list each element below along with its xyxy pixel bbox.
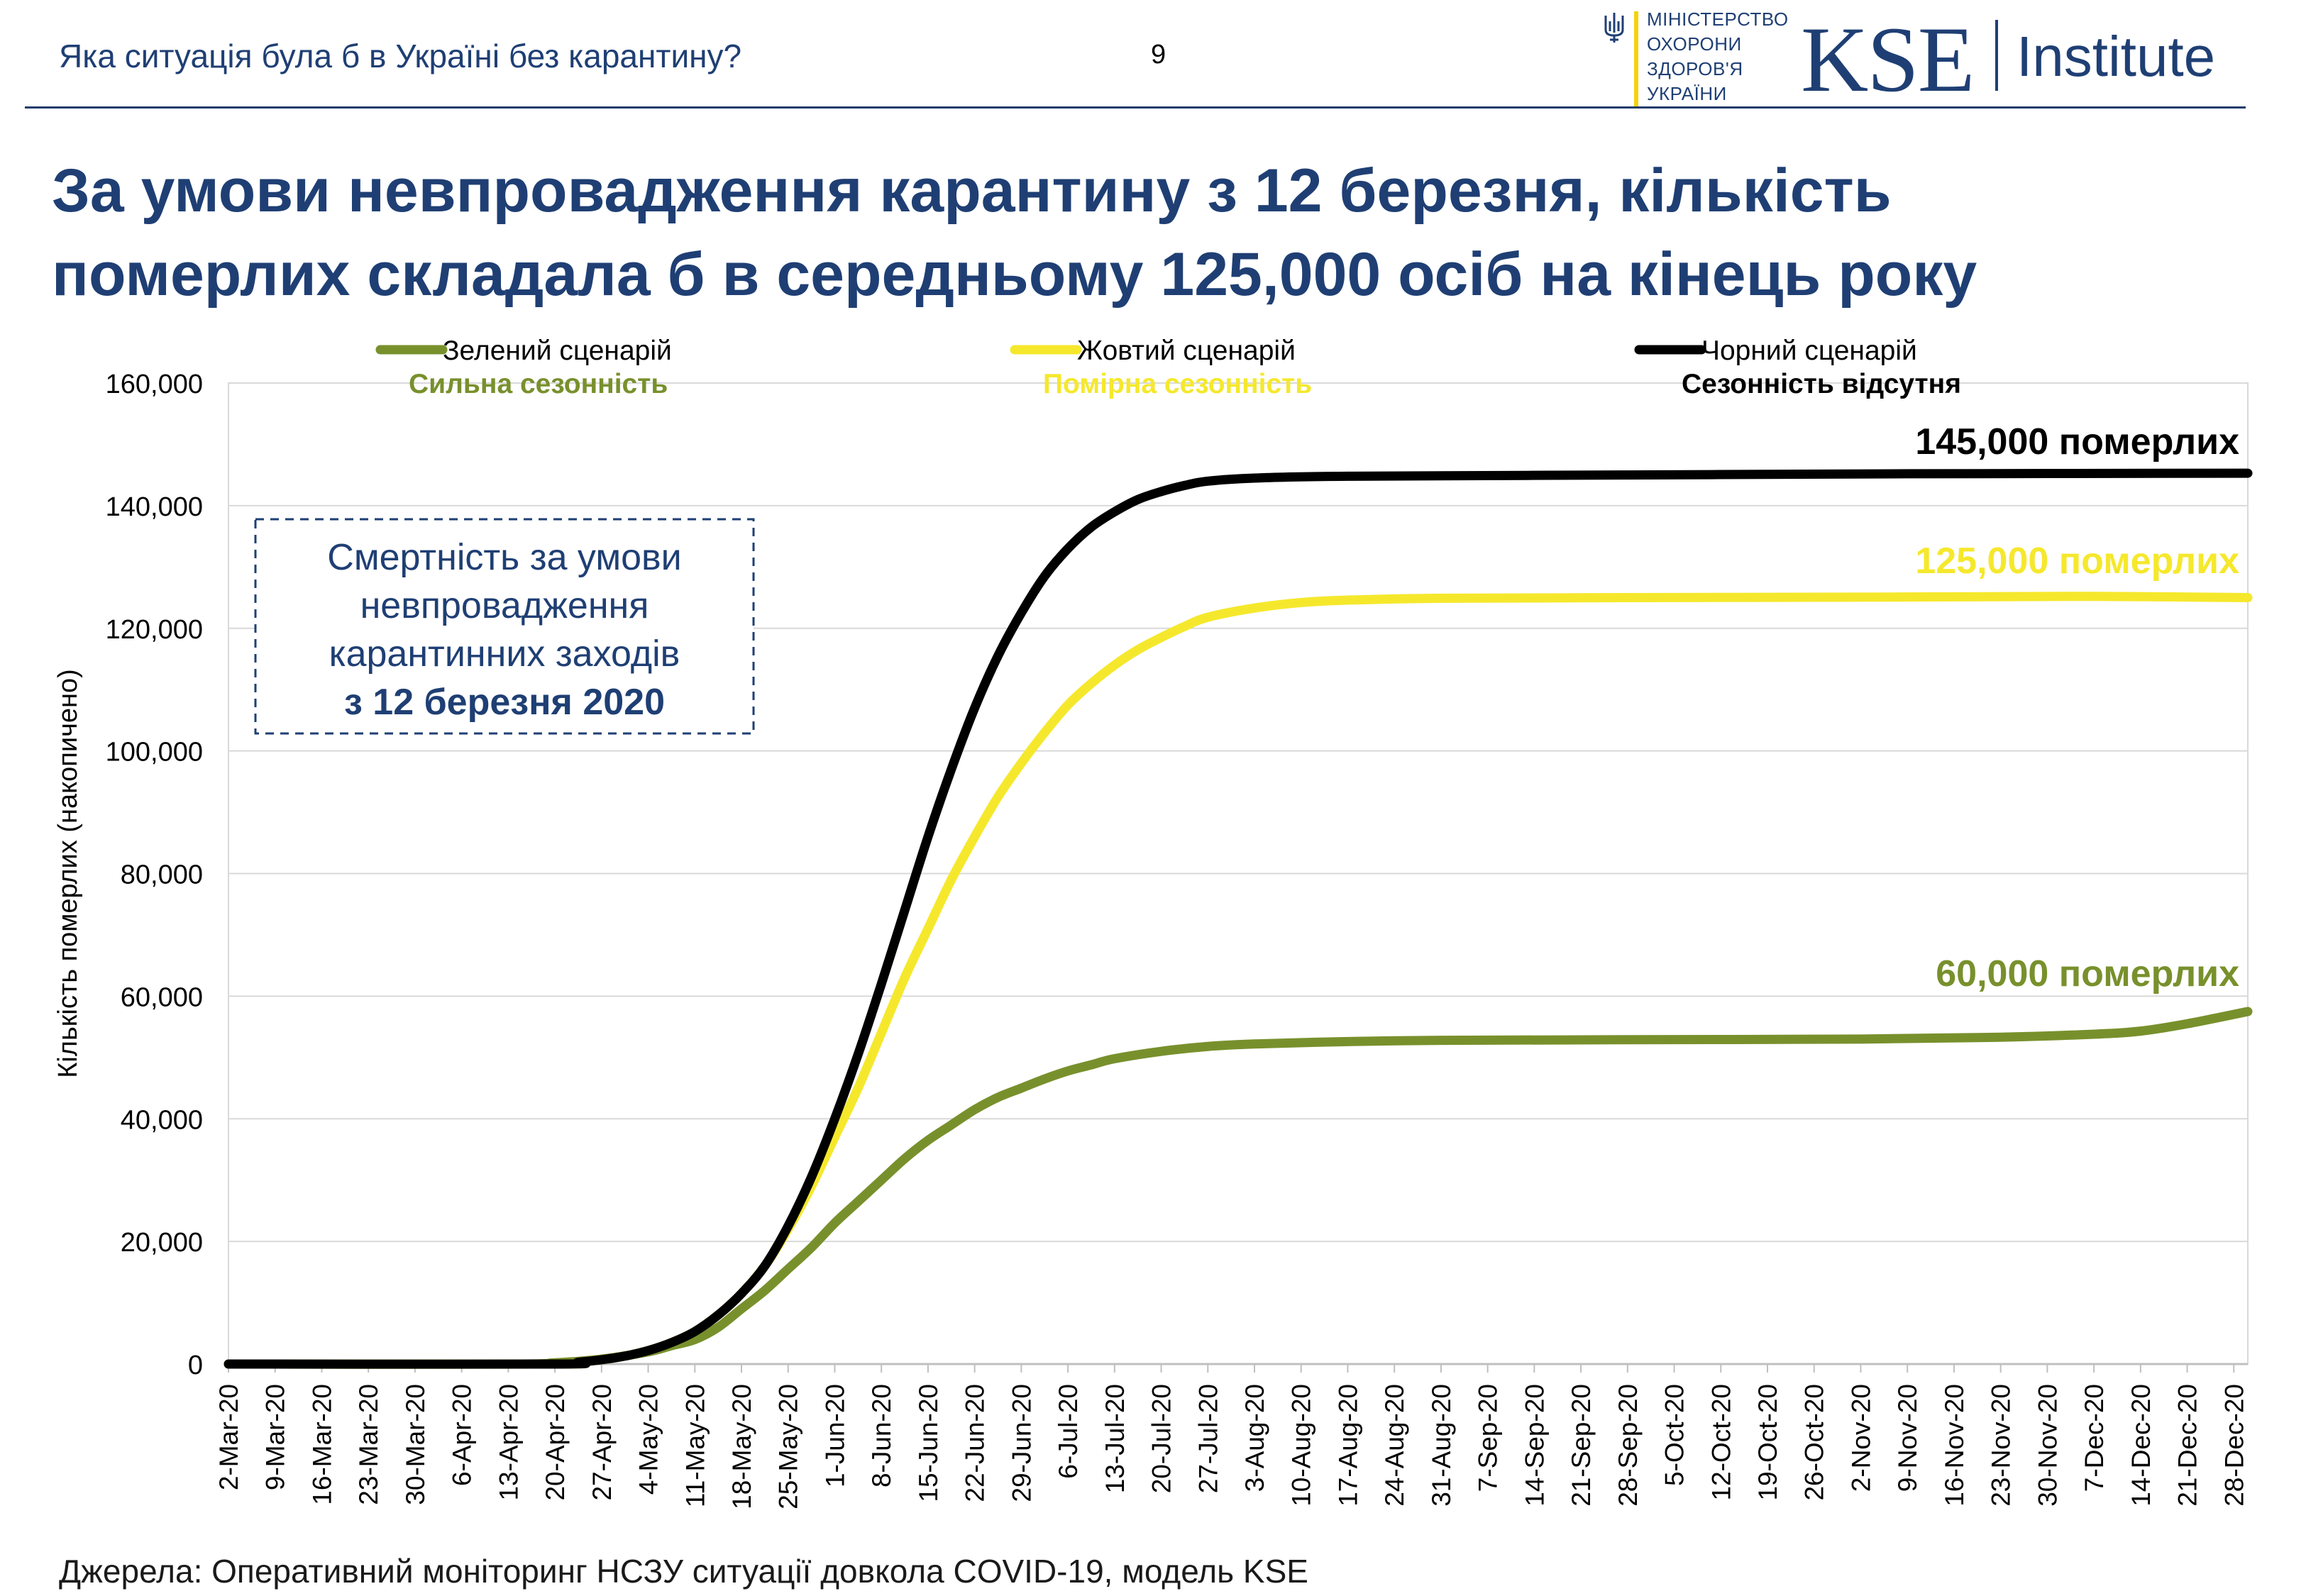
series-end-label: 60,000 померлих bbox=[1936, 953, 2239, 994]
x-tick-label: 28-Dec-20 bbox=[2219, 1384, 2249, 1507]
series-end-label: 145,000 померлих bbox=[1915, 421, 2239, 462]
series-line-1 bbox=[224, 1007, 2253, 1369]
y-tick-label: 60,000 bbox=[121, 982, 203, 1012]
slide-subtitle: Яка ситуація була б в Україні без карант… bbox=[59, 38, 742, 74]
x-tick-label: 22-Jun-20 bbox=[961, 1384, 990, 1502]
x-tick-label: 4-May-20 bbox=[634, 1384, 663, 1495]
x-tick-label: 30-Mar-20 bbox=[401, 1384, 430, 1505]
y-tick-label: 100,000 bbox=[106, 738, 203, 767]
ministry-line: МІНІСТЕРСТВО bbox=[1647, 9, 1789, 30]
kse-logo: KSE bbox=[1801, 7, 1975, 111]
x-tick-label: 2-Mar-20 bbox=[214, 1384, 243, 1490]
series-end-label: 125,000 померлих bbox=[1915, 541, 2239, 582]
legend-label: Зелений сценарій bbox=[443, 336, 672, 366]
x-tick-label: 28-Sep-20 bbox=[1613, 1384, 1643, 1507]
x-tick-label: 25-May-20 bbox=[774, 1384, 803, 1509]
x-tick-label: 9-Nov-20 bbox=[1893, 1384, 1922, 1492]
ministry-name: МІНІСТЕРСТВО ОХОРОНИ ЗДОРОВ'Я УКРАЇНИ bbox=[1647, 7, 1789, 106]
header-divider bbox=[25, 106, 2246, 109]
x-tick-label: 6-Apr-20 bbox=[448, 1384, 477, 1486]
x-tick-label: 13-Jul-20 bbox=[1100, 1384, 1130, 1493]
x-tick-label: 13-Apr-20 bbox=[494, 1384, 523, 1501]
series-line-3 bbox=[224, 468, 2253, 1369]
y-axis-title: Кількість померлих (накопичено) bbox=[53, 669, 83, 1078]
x-tick-label: 27-Apr-20 bbox=[587, 1384, 617, 1501]
ministry-line: УКРАЇНИ bbox=[1647, 83, 1727, 104]
y-tick-label: 40,000 bbox=[121, 1105, 203, 1135]
legend-label: Жовтий сценарій bbox=[1077, 336, 1296, 366]
annotation-line: невпровадження bbox=[360, 585, 649, 626]
title-line: За умови невпровадження карантину з 12 б… bbox=[52, 157, 1892, 225]
y-tick-label: 160,000 bbox=[106, 370, 203, 399]
x-tick-label: 1-Jun-20 bbox=[820, 1384, 849, 1487]
x-tick-label: 19-Oct-20 bbox=[1753, 1384, 1782, 1501]
annotation-line: з 12 березня 2020 bbox=[344, 682, 665, 723]
legend-subtitle: Сезонність відсутня bbox=[1682, 369, 1961, 399]
y-tick-label: 120,000 bbox=[106, 615, 203, 645]
x-tick-label: 8-Jun-20 bbox=[867, 1384, 896, 1487]
x-tick-label: 23-Nov-20 bbox=[1987, 1384, 2016, 1507]
x-tick-label: 14-Sep-20 bbox=[1520, 1384, 1549, 1507]
x-tick-label: 7-Sep-20 bbox=[1474, 1384, 1503, 1492]
ministry-accent-bar bbox=[1634, 11, 1638, 106]
x-tick-label: 16-Nov-20 bbox=[1940, 1384, 1969, 1507]
x-tick-label: 15-Jun-20 bbox=[914, 1384, 943, 1502]
x-tick-label: 20-Jul-20 bbox=[1147, 1384, 1176, 1493]
legend-subtitle: Сильна сезонність bbox=[409, 369, 668, 399]
annotation-box: Смертність за умови невпровадження каранти… bbox=[254, 518, 755, 735]
page-number: 9 bbox=[1151, 40, 1166, 70]
x-tick-label: 17-Aug-20 bbox=[1333, 1384, 1362, 1507]
x-tick-label: 23-Mar-20 bbox=[354, 1384, 383, 1505]
logo-divider bbox=[1995, 20, 1998, 91]
x-tick-label: 14-Dec-20 bbox=[2126, 1384, 2156, 1507]
x-tick-label: 21-Dec-20 bbox=[2173, 1384, 2202, 1507]
x-tick-label: 2-Nov-20 bbox=[1846, 1384, 1875, 1492]
x-tick-label: 7-Dec-20 bbox=[2080, 1384, 2109, 1492]
x-tick-label: 3-Aug-20 bbox=[1240, 1384, 1269, 1492]
x-tick-label: 5-Oct-20 bbox=[1660, 1384, 1689, 1486]
x-tick-label: 9-Mar-20 bbox=[261, 1384, 290, 1490]
x-tick-label: 21-Sep-20 bbox=[1567, 1384, 1596, 1507]
slide-title: За умови невпровадження карантину з 12 б… bbox=[52, 149, 1977, 316]
ministry-line: ЗДОРОВ'Я bbox=[1647, 58, 1743, 79]
x-tick-label: 27-Jul-20 bbox=[1193, 1384, 1223, 1493]
legend-subtitle: Помірна сезонність bbox=[1043, 369, 1312, 399]
trident-icon bbox=[1604, 13, 1624, 43]
x-tick-label: 10-Aug-20 bbox=[1287, 1384, 1316, 1507]
kse-institute-label: Institute bbox=[2017, 25, 2216, 88]
source-note: Джерела: Оперативний моніторинг НСЗУ сит… bbox=[59, 1553, 1308, 1590]
annotation-frame bbox=[254, 518, 755, 735]
legend-label: Чорний сценарій bbox=[1701, 336, 1917, 366]
x-tick-label: 18-May-20 bbox=[727, 1384, 756, 1509]
x-tick-label: 6-Jul-20 bbox=[1054, 1384, 1083, 1479]
ministry-logo: МІНІСТЕРСТВО ОХОРОНИ ЗДОРОВ'Я УКРАЇНИ bbox=[1600, 6, 1788, 108]
y-tick-label: 140,000 bbox=[106, 492, 203, 522]
x-tick-label: 31-Aug-20 bbox=[1427, 1384, 1456, 1507]
x-tick-label: 26-Oct-20 bbox=[1800, 1384, 1829, 1501]
y-tick-label: 80,000 bbox=[121, 860, 203, 890]
x-tick-label: 29-Jun-20 bbox=[1007, 1384, 1036, 1502]
annotation-line: карантинних заходів bbox=[329, 633, 680, 675]
x-tick-label: 20-Apr-20 bbox=[541, 1384, 570, 1501]
title-line: померлих складала б в середньому 125,000… bbox=[52, 240, 1977, 309]
x-tick-label: 24-Aug-20 bbox=[1380, 1384, 1409, 1507]
ministry-line: ОХОРОНИ bbox=[1647, 33, 1742, 55]
x-tick-label: 11-May-20 bbox=[680, 1384, 710, 1507]
x-tick-label: 30-Nov-20 bbox=[2033, 1384, 2062, 1507]
x-tick-label: 12-Oct-20 bbox=[1706, 1384, 1736, 1501]
x-tick-label: 16-Mar-20 bbox=[307, 1384, 336, 1505]
y-tick-label: 20,000 bbox=[121, 1228, 203, 1258]
annotation-line: Смертність за умови bbox=[327, 537, 681, 578]
y-tick-label: 0 bbox=[188, 1351, 203, 1380]
